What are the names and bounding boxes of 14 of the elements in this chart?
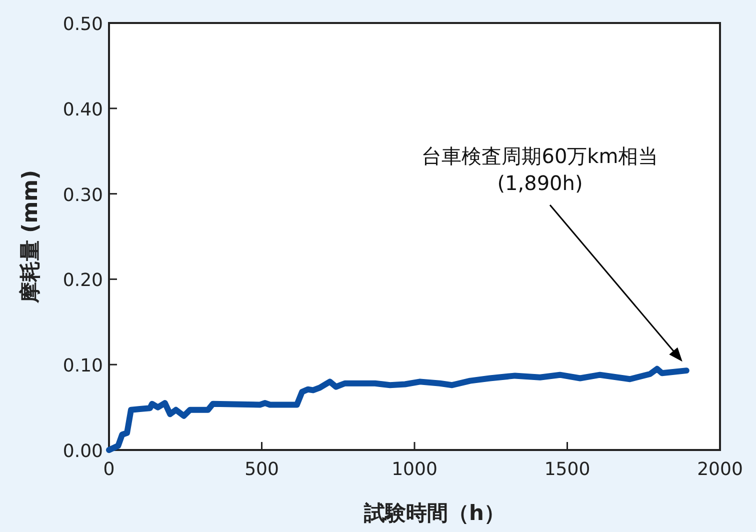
x-axis-title: 試験時間（h） (363, 501, 505, 525)
x-tick-label: 1000 (392, 459, 438, 480)
y-axis-title: 摩耗量 (mm) (18, 170, 42, 304)
x-tick-label: 2000 (697, 459, 743, 480)
y-tick-label: 0.40 (62, 99, 103, 120)
y-tick-label: 0.50 (62, 14, 103, 35)
x-tick-label: 0 (103, 459, 115, 480)
x-tick-label: 1500 (544, 459, 590, 480)
y-tick-label: 0.00 (62, 441, 103, 462)
x-tick-label: 500 (244, 459, 279, 480)
y-tick-label: 0.20 (62, 270, 103, 292)
annotation: 台車検査周期60万km相当 (1,890h) (422, 144, 658, 195)
y-tick-label: 0.10 (62, 356, 103, 377)
y-tick-label: 0.30 (62, 184, 103, 206)
